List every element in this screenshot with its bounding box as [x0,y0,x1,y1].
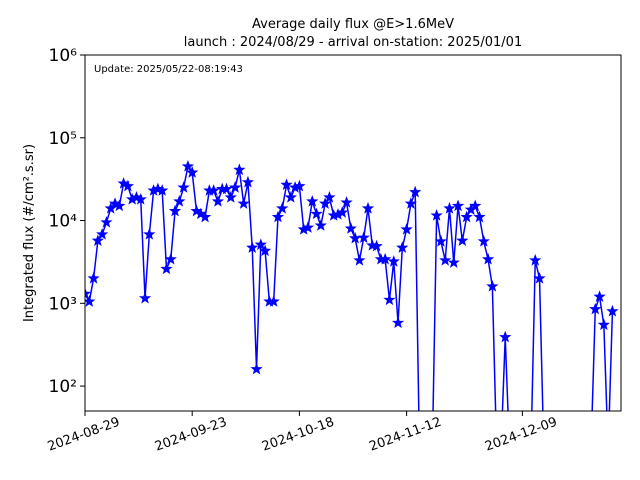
marker [254,238,267,250]
marker [361,202,375,214]
marker [87,271,100,284]
marker [533,271,546,284]
marker [173,195,186,207]
marker [224,191,237,203]
marker [96,227,109,240]
marker [314,219,327,231]
y-axis-label: Integrated flux (#/cm².s.sr) [22,144,37,322]
marker [91,234,104,246]
data-line [85,164,614,411]
marker [271,210,285,223]
marker [276,202,289,214]
marker [597,318,610,331]
marker [409,185,422,198]
y-tick-label: 10⁵ [49,129,77,149]
marker [447,256,460,268]
plot-frame [84,54,622,412]
marker [589,302,602,315]
y-tick-label: 10³ [49,294,77,314]
marker [439,253,452,266]
marker [477,234,490,247]
marker [430,209,443,221]
marker [529,253,542,266]
marker [138,291,152,304]
marker [323,191,336,203]
marker [246,241,259,253]
marker [319,197,332,209]
marker [241,175,255,188]
marker [306,195,319,207]
marker [443,202,456,214]
marker [143,227,156,240]
chart-subtitle: launch : 2024/08/29 - arrival on-station… [184,35,522,50]
marker [451,199,465,212]
marker [606,304,619,317]
chart-title: Average daily flux @E>1.6MeV [252,17,454,32]
marker [186,166,199,178]
marker [396,241,409,253]
marker [301,221,315,233]
marker [267,295,280,307]
plot-area [85,160,619,411]
marker [486,279,499,292]
marker [336,206,349,218]
annotation: Update: 2025/05/22-08:19:43 [94,64,243,75]
marker [113,199,126,212]
marker [228,181,242,193]
marker [280,178,293,191]
marker [258,244,272,257]
marker [164,252,177,265]
marker [456,234,469,246]
marker [310,207,323,220]
marker [207,184,220,196]
marker [344,222,357,234]
marker [353,253,366,266]
marker [404,197,417,209]
marker [469,199,482,212]
marker [357,231,370,243]
marker [168,204,182,217]
marker [473,210,486,223]
marker [434,234,448,247]
marker [198,210,212,223]
marker [134,192,147,205]
marker [593,290,606,302]
marker [379,252,392,265]
y-tick-label: 10⁴ [49,212,78,232]
marker [156,184,169,196]
marker [220,182,233,195]
marker [85,287,92,300]
y-tick-label: 10² [49,377,77,397]
marker [250,362,263,375]
marker [387,255,400,267]
marker [499,330,512,343]
y-tick-label: 10⁶ [49,46,78,66]
marker [233,163,246,176]
marker [121,179,135,192]
marker [181,160,195,172]
marker [340,196,353,208]
marker [104,202,117,214]
marker [481,252,495,265]
marker [284,191,297,203]
marker [293,179,306,192]
marker [237,197,250,209]
marker [160,262,173,275]
marker [349,231,362,244]
marker [85,295,96,307]
marker [460,210,473,223]
marker [400,223,413,235]
marker [370,239,383,252]
marker [391,316,405,329]
marker [211,195,225,207]
marker [383,293,396,306]
marker [100,215,113,228]
marker [177,181,190,193]
